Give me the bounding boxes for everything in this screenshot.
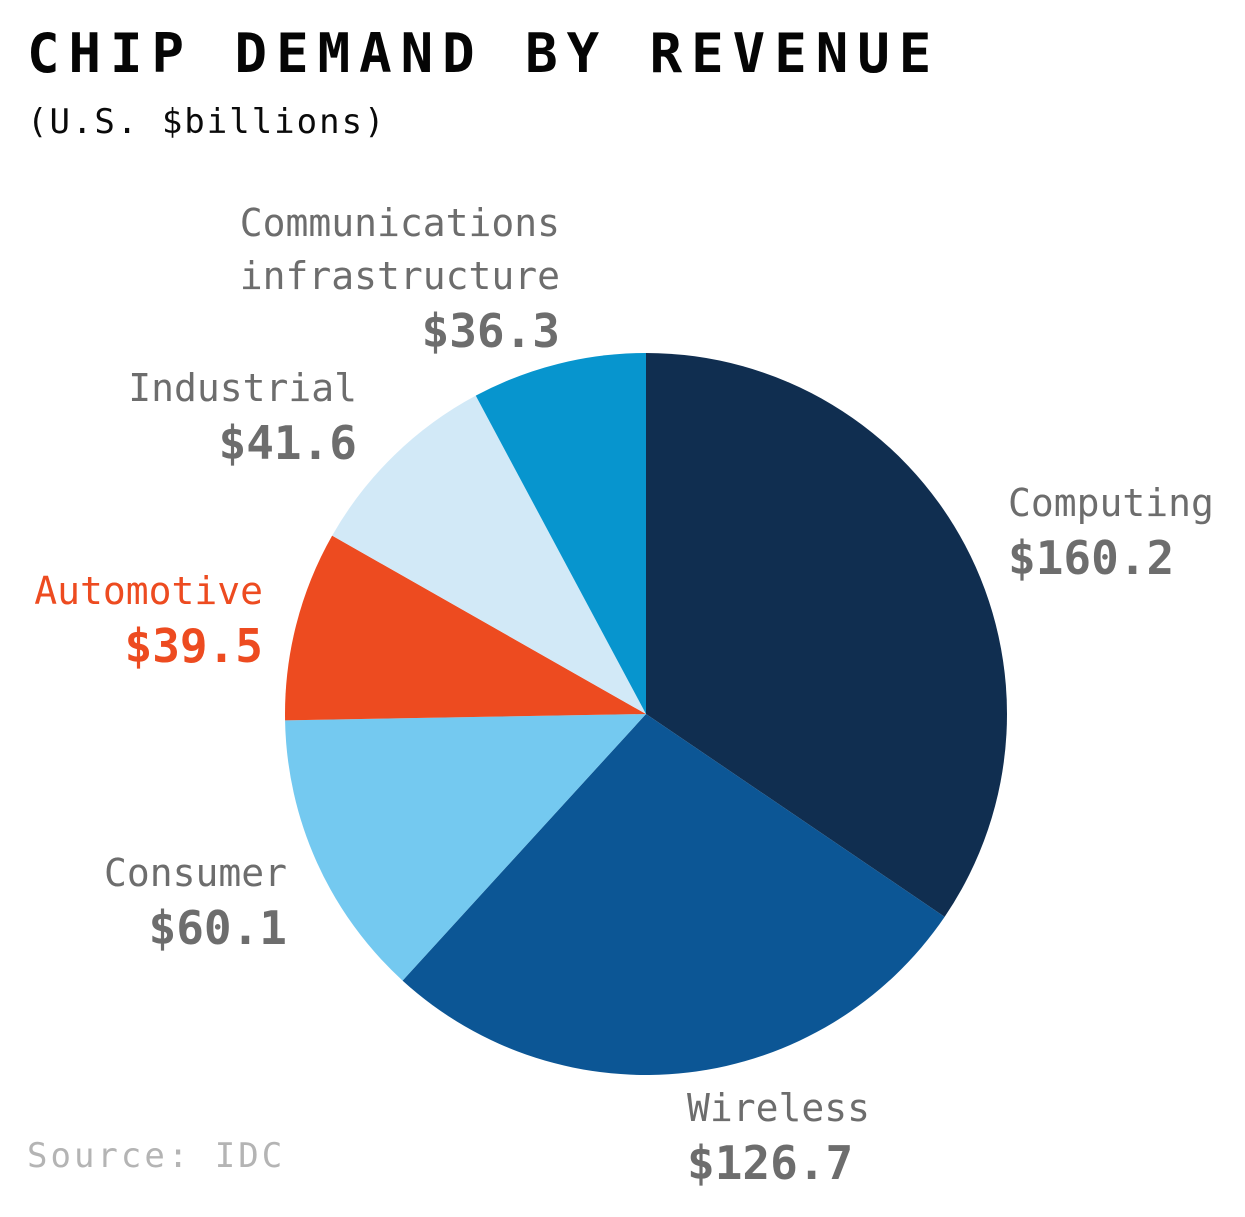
slice-value-text: $60.1 bbox=[148, 901, 287, 955]
slice-label-consumer: Consumer $60.1 bbox=[104, 847, 287, 954]
slice-label-text: Industrial bbox=[128, 366, 357, 410]
slice-value-text: $160.2 bbox=[1008, 531, 1175, 585]
pie-slice-wireless bbox=[402, 714, 945, 1076]
pie-slice-computing bbox=[646, 353, 1008, 917]
source-credit: Source: IDC bbox=[27, 1136, 286, 1176]
slice-label-automotive: Automotive $39.5 bbox=[34, 565, 263, 672]
slice-value-text: $36.3 bbox=[421, 304, 560, 358]
pie-slice-industrial bbox=[332, 395, 646, 714]
slice-value-text: $126.7 bbox=[687, 1136, 854, 1190]
pie-slice-communications-infrastructure bbox=[475, 353, 646, 714]
slice-label-text: Automotive bbox=[34, 569, 263, 613]
slice-value-text: $41.6 bbox=[218, 416, 357, 470]
slice-label-text: Communications infrastructure bbox=[239, 201, 560, 298]
slice-value-text: $39.5 bbox=[124, 619, 263, 673]
pie-slice-automotive bbox=[285, 535, 646, 721]
slice-label-computing: Computing $160.2 bbox=[1008, 477, 1214, 584]
slice-label-text: Computing bbox=[1008, 481, 1214, 525]
pie-slice-consumer bbox=[285, 714, 646, 981]
chart-title: CHIP DEMAND BY REVENUE bbox=[27, 22, 941, 85]
slice-label-communications-infrastructure: Communications infrastructure $36.3 bbox=[215, 197, 560, 357]
slice-label-text: Consumer bbox=[103, 851, 287, 895]
slice-label-industrial: Industrial $41.6 bbox=[128, 362, 357, 469]
slice-label-text: Wireless bbox=[687, 1086, 871, 1130]
chart-subtitle: (U.S. $billions) bbox=[27, 102, 387, 142]
slice-label-wireless: Wireless $126.7 bbox=[687, 1082, 870, 1189]
